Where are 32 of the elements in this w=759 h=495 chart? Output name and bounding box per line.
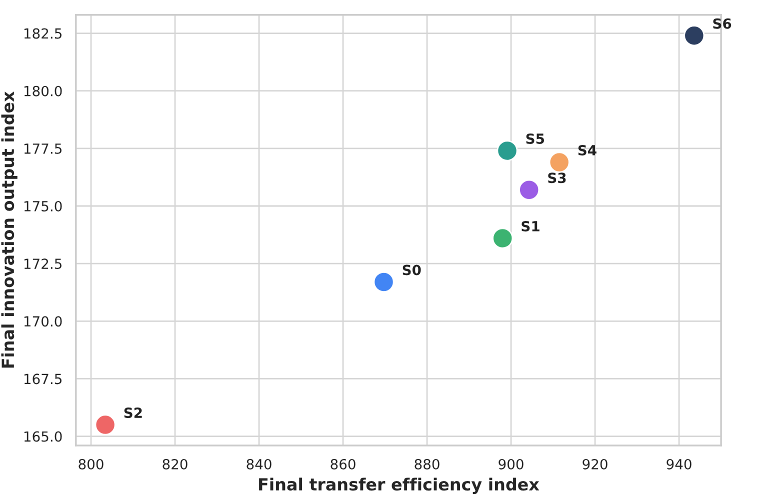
point [94, 414, 116, 436]
x-tick-label: 940 [666, 458, 692, 470]
x-tick-label: 860 [330, 458, 356, 470]
x-tick-label: 840 [246, 458, 272, 470]
y-tick-label: 170.0 [24, 316, 62, 327]
x-tick-label: 900 [498, 458, 524, 470]
y-tick-label: 180.0 [24, 86, 62, 96]
series-label: S6 [713, 18, 732, 29]
series-label: S4 [578, 144, 596, 156]
y-tick-label: 177.5 [24, 144, 62, 154]
y-axis-title: Final innovation output index [1, 91, 18, 368]
x-tick-label: 880 [414, 458, 440, 470]
x-tick-label: 820 [162, 458, 188, 470]
series-label: S3 [548, 172, 566, 184]
point [373, 271, 394, 293]
point [496, 140, 518, 162]
series-label: S2 [124, 408, 142, 418]
series-label: S1 [522, 220, 540, 232]
y-tick-label: 165.0 [24, 431, 62, 442]
point [518, 179, 540, 200]
series-label: S5 [526, 133, 544, 144]
x-tick-label: 800 [78, 458, 104, 470]
x-tick-label: 920 [582, 458, 608, 470]
x-axis-title: Final transfer efficiency index [259, 478, 540, 494]
series-label: S0 [402, 264, 421, 276]
point [684, 25, 705, 46]
y-tick-label: 172.5 [24, 258, 62, 270]
point [492, 228, 514, 249]
point [548, 152, 570, 173]
y-tick-label: 175.0 [24, 200, 62, 212]
y-tick-label: 182.5 [24, 28, 62, 39]
y-tick-label: 167.5 [24, 374, 62, 384]
